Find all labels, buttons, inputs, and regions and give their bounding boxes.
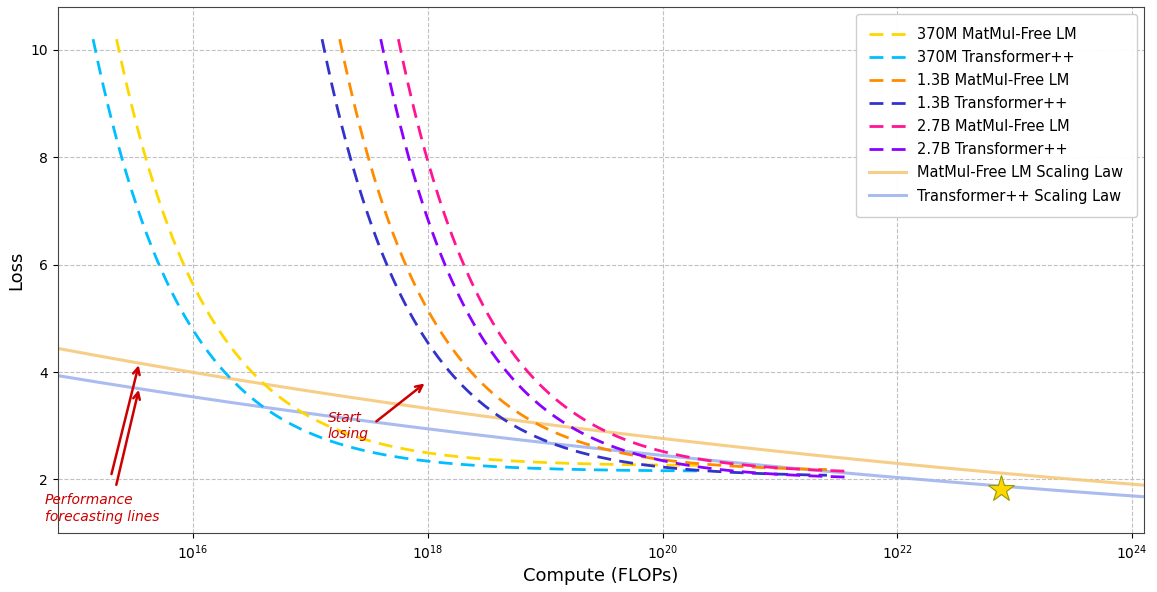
370M Transformer++ bbox=[413, 456, 427, 464]
MatMul-Free LM Scaling Law bbox=[869, 458, 883, 465]
MatMul-Free LM Scaling Law bbox=[330, 392, 344, 399]
1.3B MatMul-Free LM bbox=[567, 436, 581, 443]
370M MatMul-Free LM bbox=[585, 461, 599, 468]
Line: 2.7B MatMul-Free LM: 2.7B MatMul-Free LM bbox=[398, 39, 845, 471]
1.3B MatMul-Free LM bbox=[820, 466, 834, 473]
1.3B Transformer++ bbox=[315, 36, 329, 43]
370M Transformer++ bbox=[447, 460, 460, 467]
Transformer++ Scaling Law bbox=[330, 414, 344, 421]
Transformer++ Scaling Law bbox=[691, 455, 705, 462]
2.7B Transformer++ bbox=[625, 449, 639, 456]
370M Transformer++ bbox=[677, 467, 691, 474]
1.3B Transformer++ bbox=[616, 458, 629, 465]
2.7B MatMul-Free LM bbox=[391, 36, 405, 43]
2.7B Transformer++ bbox=[374, 36, 388, 43]
Transformer++ Scaling Law bbox=[243, 401, 257, 408]
1.3B MatMul-Free LM bbox=[732, 463, 746, 470]
370M Transformer++ bbox=[691, 467, 705, 474]
Legend: 370M MatMul-Free LM, 370M Transformer++, 1.3B MatMul-Free LM, 1.3B Transformer++: 370M MatMul-Free LM, 370M Transformer++,… bbox=[856, 14, 1136, 217]
370M MatMul-Free LM bbox=[389, 444, 403, 451]
370M Transformer++ bbox=[374, 451, 388, 458]
2.7B MatMul-Free LM bbox=[757, 464, 771, 471]
370M MatMul-Free LM bbox=[677, 462, 691, 469]
MatMul-Free LM Scaling Law bbox=[543, 421, 557, 428]
2.7B MatMul-Free LM bbox=[603, 430, 617, 437]
2.7B MatMul-Free LM bbox=[838, 468, 852, 475]
2.7B MatMul-Free LM bbox=[606, 431, 620, 438]
1.3B MatMul-Free LM bbox=[565, 435, 578, 442]
Line: MatMul-Free LM Scaling Law: MatMul-Free LM Scaling Law bbox=[58, 349, 1144, 485]
2.7B Transformer++ bbox=[650, 456, 664, 463]
Y-axis label: Loss: Loss bbox=[7, 250, 25, 289]
Line: 2.7B Transformer++: 2.7B Transformer++ bbox=[381, 39, 845, 477]
1.3B Transformer++ bbox=[588, 453, 602, 460]
X-axis label: Compute (FLOPs): Compute (FLOPs) bbox=[523, 567, 679, 585]
2.7B Transformer++ bbox=[826, 473, 840, 480]
MatMul-Free LM Scaling Law bbox=[776, 448, 790, 455]
1.3B MatMul-Free LM bbox=[333, 36, 347, 43]
Line: 1.3B Transformer++: 1.3B Transformer++ bbox=[322, 39, 827, 475]
370M MatMul-Free LM bbox=[456, 453, 470, 461]
1.3B Transformer++ bbox=[729, 469, 743, 476]
Transformer++ Scaling Law bbox=[543, 440, 557, 447]
1.3B Transformer++ bbox=[820, 472, 834, 479]
1.3B Transformer++ bbox=[808, 471, 821, 478]
1.3B MatMul-Free LM bbox=[596, 445, 610, 452]
MatMul-Free LM Scaling Law bbox=[691, 439, 705, 446]
Transformer++ Scaling Law bbox=[51, 372, 65, 379]
2.7B MatMul-Free LM bbox=[657, 448, 671, 455]
MatMul-Free LM Scaling Law bbox=[243, 378, 257, 385]
Transformer++ Scaling Law bbox=[869, 472, 883, 479]
1.3B MatMul-Free LM bbox=[622, 451, 636, 458]
1.3B MatMul-Free LM bbox=[809, 466, 823, 473]
370M Transformer++ bbox=[582, 466, 596, 473]
370M MatMul-Free LM bbox=[110, 36, 124, 43]
370M Transformer++ bbox=[377, 451, 391, 458]
Transformer++ Scaling Law bbox=[1137, 493, 1151, 500]
Transformer++ Scaling Law bbox=[776, 464, 790, 471]
Text: Performance
forecasting lines: Performance forecasting lines bbox=[45, 493, 160, 523]
2.7B MatMul-Free LM bbox=[633, 441, 647, 448]
MatMul-Free LM Scaling Law bbox=[1137, 482, 1151, 489]
2.7B MatMul-Free LM bbox=[827, 467, 841, 474]
370M MatMul-Free LM bbox=[691, 462, 705, 469]
2.7B Transformer++ bbox=[754, 469, 768, 477]
1.3B Transformer++ bbox=[558, 444, 572, 451]
2.7B Transformer++ bbox=[838, 474, 852, 481]
Line: 1.3B MatMul-Free LM: 1.3B MatMul-Free LM bbox=[340, 39, 827, 469]
2.7B Transformer++ bbox=[597, 439, 611, 446]
370M MatMul-Free LM bbox=[425, 450, 439, 457]
Line: 370M MatMul-Free LM: 370M MatMul-Free LM bbox=[117, 39, 698, 465]
2.7B Transformer++ bbox=[594, 439, 607, 446]
Line: Transformer++ Scaling Law: Transformer++ Scaling Law bbox=[58, 376, 1144, 497]
Text: Start
losing: Start losing bbox=[327, 411, 368, 441]
MatMul-Free LM Scaling Law bbox=[51, 345, 65, 352]
370M Transformer++ bbox=[86, 36, 100, 43]
1.3B Transformer++ bbox=[555, 443, 569, 451]
370M MatMul-Free LM bbox=[385, 443, 399, 450]
Line: 370M Transformer++: 370M Transformer++ bbox=[93, 39, 698, 471]
